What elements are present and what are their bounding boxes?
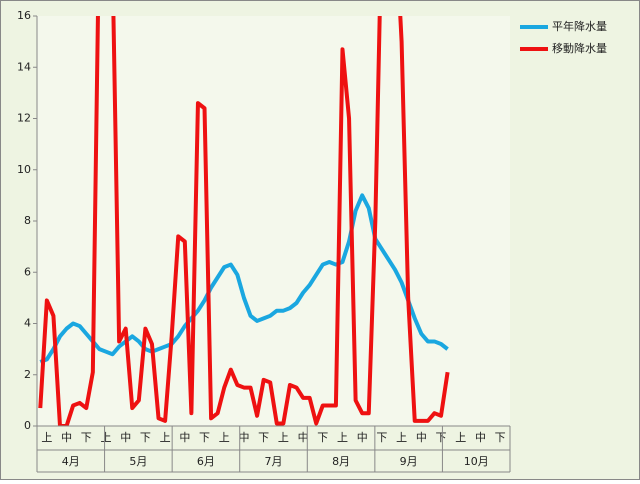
x-tick-label: 上	[278, 431, 289, 444]
y-tick-label: 0	[24, 419, 31, 432]
x-tick-label: 下	[140, 431, 151, 444]
x-tick-label: 下	[199, 431, 210, 444]
y-tick-label: 8	[24, 214, 31, 227]
legend-label: 移動降水量	[552, 41, 607, 55]
y-tick-label: 4	[24, 317, 31, 330]
x-tick-label: 中	[179, 431, 190, 444]
x-tick-label: 中	[61, 431, 72, 444]
y-tick-label: 16	[17, 9, 31, 22]
x-tick-label: 下	[317, 431, 328, 444]
x-tick-label: 中	[120, 431, 131, 444]
y-tick-label: 6	[24, 265, 31, 278]
group-label: 9月	[400, 455, 418, 468]
x-tick-label: 上	[455, 431, 466, 444]
y-tick-label: 10	[17, 163, 31, 176]
legend-label: 平年降水量	[552, 19, 607, 33]
group-label: 8月	[332, 455, 350, 468]
x-tick-label: 上	[160, 431, 171, 444]
group-label: 5月	[129, 455, 147, 468]
x-tick-label: 上	[337, 431, 348, 444]
x-tick-label: 下	[495, 431, 506, 444]
y-tick-label: 2	[24, 368, 31, 381]
series-line	[38, 16, 450, 426]
x-tick-label: 中	[357, 431, 368, 444]
plot-area	[37, 16, 510, 426]
x-tick-label: 中	[416, 431, 427, 444]
x-tick-label: 上	[100, 431, 111, 444]
x-tick-label: 上	[219, 431, 230, 444]
x-tick-label: 下	[81, 431, 92, 444]
x-tick-label: 中	[475, 431, 486, 444]
y-tick-label: 14	[17, 60, 31, 73]
x-tick-label: 下	[376, 431, 387, 444]
x-tick-label: 中	[298, 431, 309, 444]
x-tick-label: 上	[396, 431, 407, 444]
lines	[38, 16, 450, 426]
x-tick-label: 上	[41, 431, 52, 444]
group-label: 7月	[265, 455, 283, 468]
group-label: 6月	[197, 455, 215, 468]
x-tick-label: 下	[258, 431, 269, 444]
group-label: 4月	[62, 455, 80, 468]
series-line	[39, 193, 449, 364]
x-tick-label: 下	[436, 431, 447, 444]
group-label: 10月	[464, 455, 489, 468]
y-tick-label: 12	[17, 112, 31, 125]
x-tick-label: 中	[238, 431, 249, 444]
